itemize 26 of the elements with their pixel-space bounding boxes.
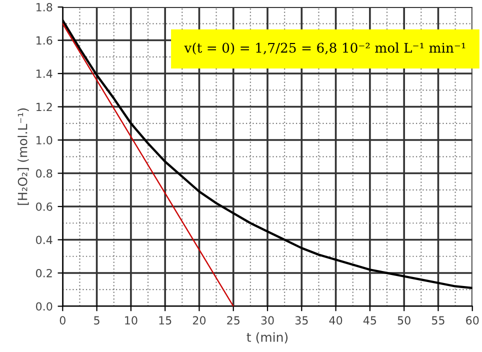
x-tick-label: 5 [94,316,100,325]
y-axis-title: [H₂O₂] (mol.L⁻¹) [18,108,29,205]
x-tick-label: 0 [60,316,66,325]
y-tick-label: 0.8 [36,169,52,178]
x-tick-label: 20 [192,316,206,325]
x-tick-label: 55 [432,316,444,325]
y-tick-label: 0.4 [36,236,52,244]
x-tick-label: 40 [329,316,342,325]
y-tick-label: 1.2 [36,102,52,111]
y-tick-label: 0.6 [36,202,52,211]
x-tick-label: 25 [227,316,240,325]
x-tick-label: 35 [295,316,308,325]
y-tick-label: 1.8 [36,3,52,12]
x-tick-label: 60 [466,316,479,325]
y-tick-label: 1.6 [36,36,52,45]
x-tick-label: 45 [363,316,376,325]
y-tick-label: 0.0 [36,302,52,311]
annotation: v(t = 0) = 1,7/25 = 6,8 10⁻² mol L⁻¹ min⁻¹ [184,42,466,55]
x-tick-label: 30 [261,316,274,325]
y-tick-label: 0.2 [36,268,52,278]
x-tick-label: 15 [159,316,172,325]
y-tick-label: 1.4 [36,70,52,78]
y-tick-label: 1.0 [36,136,52,144]
x-axis-title: t (min) [246,332,288,344]
x-tick-label: 10 [125,316,138,325]
x-tick-label: 50 [398,316,410,325]
